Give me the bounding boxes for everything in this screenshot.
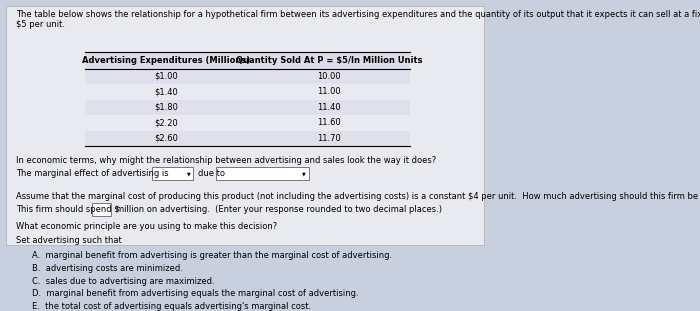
FancyBboxPatch shape (92, 203, 111, 216)
Text: Quantity Sold At P = $5/In Million Units: Quantity Sold At P = $5/In Million Units (235, 56, 422, 65)
FancyBboxPatch shape (216, 167, 309, 180)
Text: 11.40: 11.40 (317, 103, 341, 112)
FancyBboxPatch shape (85, 100, 410, 115)
Text: 10.00: 10.00 (317, 72, 341, 81)
FancyBboxPatch shape (6, 6, 484, 245)
FancyBboxPatch shape (85, 131, 410, 146)
Text: $2.60: $2.60 (155, 134, 178, 143)
Text: The table below shows the relationship for a hypothetical firm between its adver: The table below shows the relationship f… (16, 10, 700, 30)
Text: Assume that the marginal cost of producing this product (not including the adver: Assume that the marginal cost of produci… (16, 192, 700, 201)
Text: The marginal effect of advertising is: The marginal effect of advertising is (16, 169, 169, 178)
Text: 11.00: 11.00 (317, 87, 341, 96)
Text: $2.20: $2.20 (155, 118, 178, 127)
Text: D.  marginal benefit from advertising equals the marginal cost of advertising.: D. marginal benefit from advertising equ… (32, 290, 359, 298)
Text: E.  the total cost of advertising equals advertising's marginal cost.: E. the total cost of advertising equals … (32, 302, 312, 311)
Text: A.  marginal benefit from advertising is greater than the marginal cost of adver: A. marginal benefit from advertising is … (32, 251, 393, 260)
FancyBboxPatch shape (85, 52, 410, 68)
Text: 11.70: 11.70 (317, 134, 341, 143)
Text: $1.00: $1.00 (155, 72, 178, 81)
Text: What economic principle are you using to make this decision?: What economic principle are you using to… (16, 222, 277, 231)
Text: This firm should spend $: This firm should spend $ (16, 205, 120, 214)
Text: $1.80: $1.80 (155, 103, 178, 112)
Text: $1.40: $1.40 (155, 87, 178, 96)
Text: million on advertising.  (Enter your response rounded to two decimal places.): million on advertising. (Enter your resp… (116, 205, 442, 214)
Text: C.  sales due to advertising are maximized.: C. sales due to advertising are maximize… (32, 276, 215, 285)
Text: ▼: ▼ (187, 171, 190, 176)
Text: due to: due to (198, 169, 225, 178)
Text: B.  advertising costs are minimized.: B. advertising costs are minimized. (32, 264, 183, 273)
Text: 11.60: 11.60 (317, 118, 341, 127)
Text: ▼: ▼ (302, 171, 306, 176)
FancyBboxPatch shape (85, 68, 410, 84)
FancyBboxPatch shape (151, 167, 193, 180)
Text: Advertising Expenditures (Millions): Advertising Expenditures (Millions) (83, 56, 251, 65)
Text: In economic terms, why might the relationship between advertising and sales look: In economic terms, why might the relatio… (16, 156, 436, 165)
Text: Set advertising such that: Set advertising such that (16, 236, 122, 245)
